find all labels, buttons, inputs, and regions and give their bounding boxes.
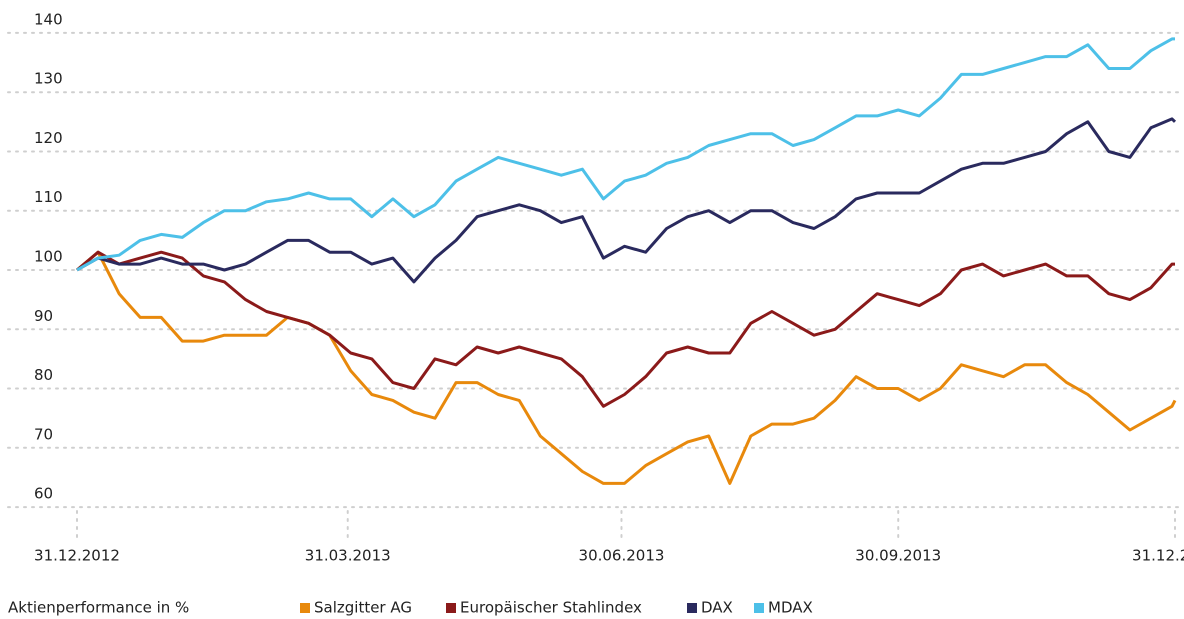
- series-line: [76, 37, 1175, 272]
- y-tick-label: 140: [34, 10, 63, 28]
- legend-swatch: [446, 603, 456, 613]
- legend-title: Aktienperformance in %: [8, 599, 189, 617]
- y-tick-label: 130: [34, 70, 63, 88]
- y-tick-label: 80: [34, 366, 53, 384]
- y-tick-label: 90: [34, 307, 53, 325]
- y-tick-label: 120: [34, 129, 63, 147]
- y-tick-label: 70: [34, 425, 53, 443]
- legend-label: MDAX: [768, 599, 813, 617]
- legend-label: Europäischer Stahlindex: [460, 599, 642, 617]
- x-tick-label: 31.12.2013: [1132, 547, 1184, 565]
- x-tick-label: 30.06.2013: [579, 547, 665, 565]
- legend-swatch: [300, 603, 310, 613]
- x-tick-label: 30.09.2013: [855, 547, 941, 565]
- legend-swatch: [687, 603, 697, 613]
- y-tick-label: 100: [34, 248, 63, 266]
- legend-label: Salzgitter AG: [314, 599, 412, 617]
- series-line: [76, 250, 1177, 485]
- x-tick-label: 31.03.2013: [305, 547, 391, 565]
- y-tick-label: 110: [34, 188, 63, 206]
- x-tick-label: 31.12.2012: [34, 547, 120, 565]
- series-line: [76, 117, 1177, 284]
- series-line: [76, 250, 1175, 408]
- legend-label: DAX: [701, 599, 733, 617]
- y-tick-label: 60: [34, 485, 53, 503]
- legend-swatch: [754, 603, 764, 613]
